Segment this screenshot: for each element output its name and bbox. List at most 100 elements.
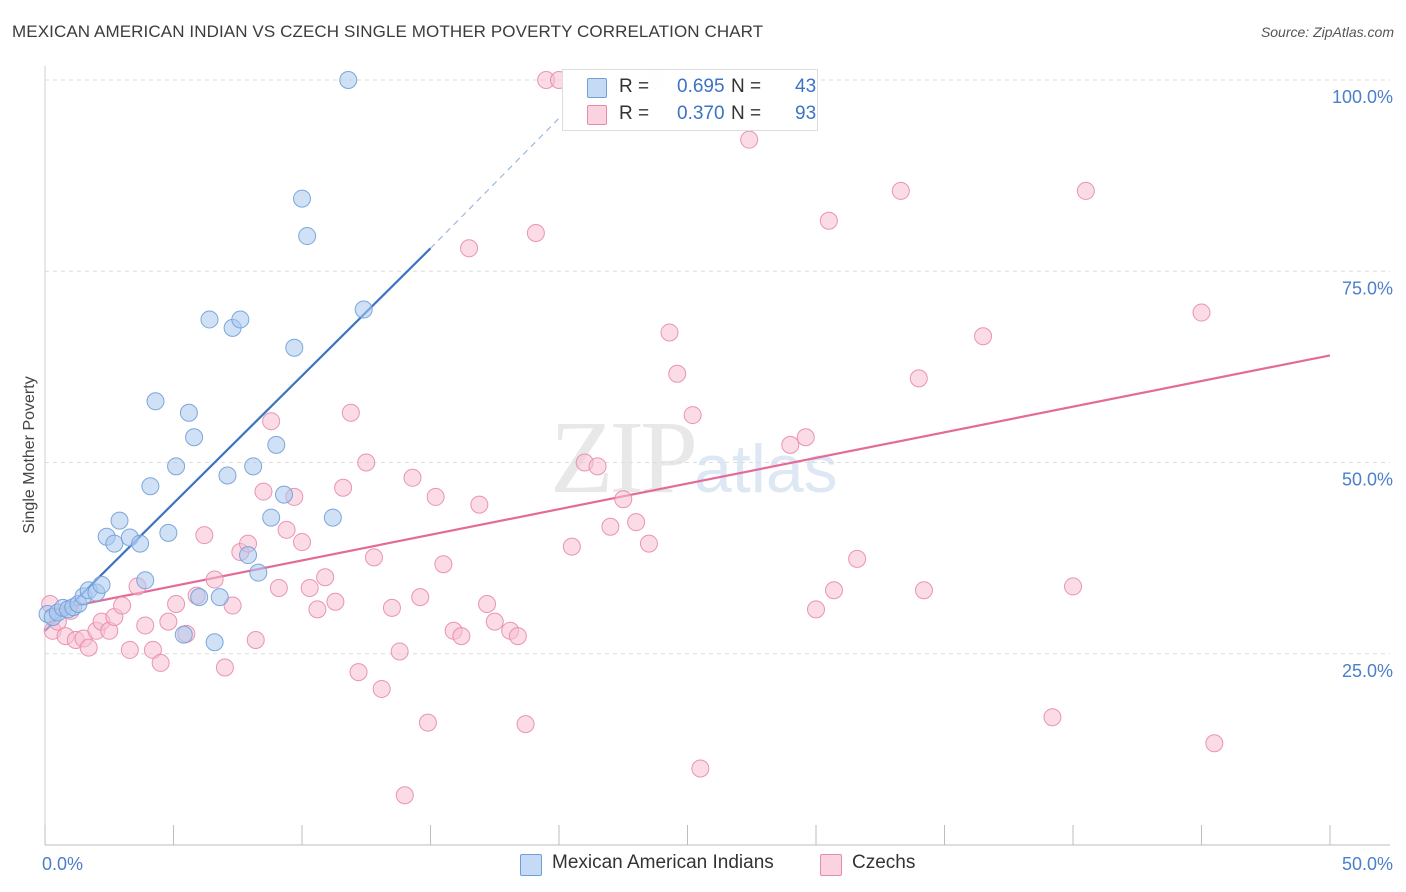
point-czechs bbox=[614, 490, 633, 509]
legend-r-label: R = bbox=[619, 103, 650, 124]
y-tick-label: 100.0% bbox=[1332, 87, 1393, 107]
chart-title: MEXICAN AMERICAN INDIAN VS CZECH SINGLE … bbox=[12, 22, 764, 41]
point-czechs bbox=[113, 596, 132, 615]
point-czechs bbox=[660, 323, 679, 342]
point-czechs bbox=[334, 478, 353, 497]
grid-layer bbox=[45, 79, 1390, 655]
point-mexican-american-indians bbox=[174, 625, 193, 644]
point-mexican-american-indians bbox=[249, 563, 268, 582]
point-czechs bbox=[807, 600, 825, 619]
point-mexican-american-indians bbox=[141, 477, 160, 496]
point-czechs bbox=[974, 327, 993, 346]
y-tick-label: 50.0% bbox=[1342, 470, 1393, 490]
point-mexican-american-indians bbox=[167, 457, 186, 476]
point-czechs bbox=[403, 468, 422, 487]
point-mexican-american-indians bbox=[190, 588, 209, 607]
point-czechs bbox=[601, 517, 620, 536]
point-czechs bbox=[300, 578, 319, 597]
point-czechs bbox=[526, 224, 545, 242]
point-czechs bbox=[508, 627, 527, 646]
point-mexican-american-indians bbox=[293, 189, 311, 208]
point-czechs bbox=[136, 616, 155, 635]
point-czechs bbox=[269, 578, 288, 597]
point-czechs bbox=[277, 520, 296, 539]
legend-r-value: 0.370 bbox=[677, 103, 725, 124]
point-czechs bbox=[254, 482, 273, 501]
point-mexican-american-indians bbox=[239, 546, 258, 565]
point-czechs bbox=[411, 588, 430, 607]
point-czechs bbox=[627, 513, 646, 532]
point-czechs bbox=[470, 495, 489, 514]
point-czechs bbox=[452, 627, 471, 646]
legend-swatch-pink bbox=[587, 105, 607, 125]
x-tick-label: 50.0% bbox=[1342, 854, 1393, 874]
legend-r-label: R = bbox=[619, 76, 650, 97]
point-czechs bbox=[891, 181, 910, 200]
point-mexican-american-indians bbox=[262, 508, 281, 527]
point-mexican-american-indians bbox=[110, 511, 129, 530]
point-mexican-american-indians bbox=[285, 338, 304, 357]
chart-source: Source: ZipAtlas.com bbox=[1260, 24, 1394, 40]
point-czechs bbox=[308, 600, 327, 619]
point-czechs bbox=[909, 369, 928, 388]
point-mexican-american-indians bbox=[92, 575, 111, 594]
point-czechs bbox=[848, 549, 867, 568]
point-mexican-american-indians bbox=[275, 485, 294, 504]
legend-n-label: N = bbox=[731, 76, 762, 97]
point-czechs bbox=[1043, 708, 1062, 727]
point-layer bbox=[38, 71, 1224, 805]
point-mexican-american-indians bbox=[179, 403, 198, 422]
point-czechs bbox=[205, 570, 224, 589]
point-mexican-american-indians bbox=[298, 227, 317, 246]
point-mexican-american-indians bbox=[185, 428, 204, 447]
point-czechs bbox=[195, 526, 214, 545]
point-czechs bbox=[223, 596, 242, 615]
point-czechs bbox=[349, 663, 368, 682]
point-czechs bbox=[639, 534, 658, 553]
point-czechs bbox=[262, 412, 281, 431]
point-mexican-american-indians bbox=[210, 588, 229, 607]
y-tick-label: 25.0% bbox=[1342, 661, 1393, 681]
point-czechs bbox=[478, 595, 497, 614]
legend-r-value: 0.695 bbox=[677, 76, 725, 97]
point-mexican-american-indians bbox=[323, 508, 342, 527]
point-czechs bbox=[434, 555, 453, 574]
point-czechs bbox=[781, 435, 800, 454]
point-czechs bbox=[382, 598, 401, 617]
point-czechs bbox=[796, 428, 815, 447]
point-mexican-american-indians bbox=[218, 466, 237, 485]
point-mexican-american-indians bbox=[105, 534, 124, 553]
x-tick-label: 0.0% bbox=[42, 854, 83, 874]
point-mexican-american-indians bbox=[200, 310, 219, 329]
point-czechs bbox=[819, 211, 838, 230]
point-czechs bbox=[372, 679, 391, 698]
point-mexican-american-indians bbox=[267, 435, 286, 454]
point-mexican-american-indians bbox=[136, 571, 155, 590]
point-czechs bbox=[79, 638, 98, 657]
point-czechs bbox=[390, 642, 409, 661]
point-czechs bbox=[151, 653, 170, 672]
point-czechs bbox=[167, 595, 186, 614]
point-czechs bbox=[418, 713, 437, 732]
point-czechs bbox=[485, 612, 504, 631]
legend-n-value: 43 bbox=[795, 76, 817, 97]
series-legend-label: Czechs bbox=[852, 852, 916, 873]
point-czechs bbox=[1205, 734, 1224, 753]
point-mexican-american-indians bbox=[354, 300, 373, 319]
series-swatch-blue bbox=[520, 854, 542, 876]
point-mexican-american-indians bbox=[159, 523, 178, 542]
point-czechs bbox=[326, 592, 345, 611]
point-czechs bbox=[341, 403, 360, 422]
point-mexican-american-indians bbox=[131, 534, 150, 553]
point-mexican-american-indians bbox=[339, 71, 358, 89]
y-axis-title: Single Mother Poverty bbox=[21, 376, 38, 533]
point-czechs bbox=[215, 658, 234, 677]
y-tick-label: 75.0% bbox=[1342, 278, 1393, 298]
point-czechs bbox=[668, 364, 687, 383]
point-czechs bbox=[1076, 181, 1095, 200]
point-czechs bbox=[1064, 577, 1082, 596]
label-layer: 25.0% 50.0% 75.0% 100.0% 0.0% 50.0% Single Mot… bbox=[21, 87, 1393, 874]
series-legend-label: Mexican American Indians bbox=[552, 852, 774, 873]
legend-n-value: 93 bbox=[795, 103, 817, 124]
